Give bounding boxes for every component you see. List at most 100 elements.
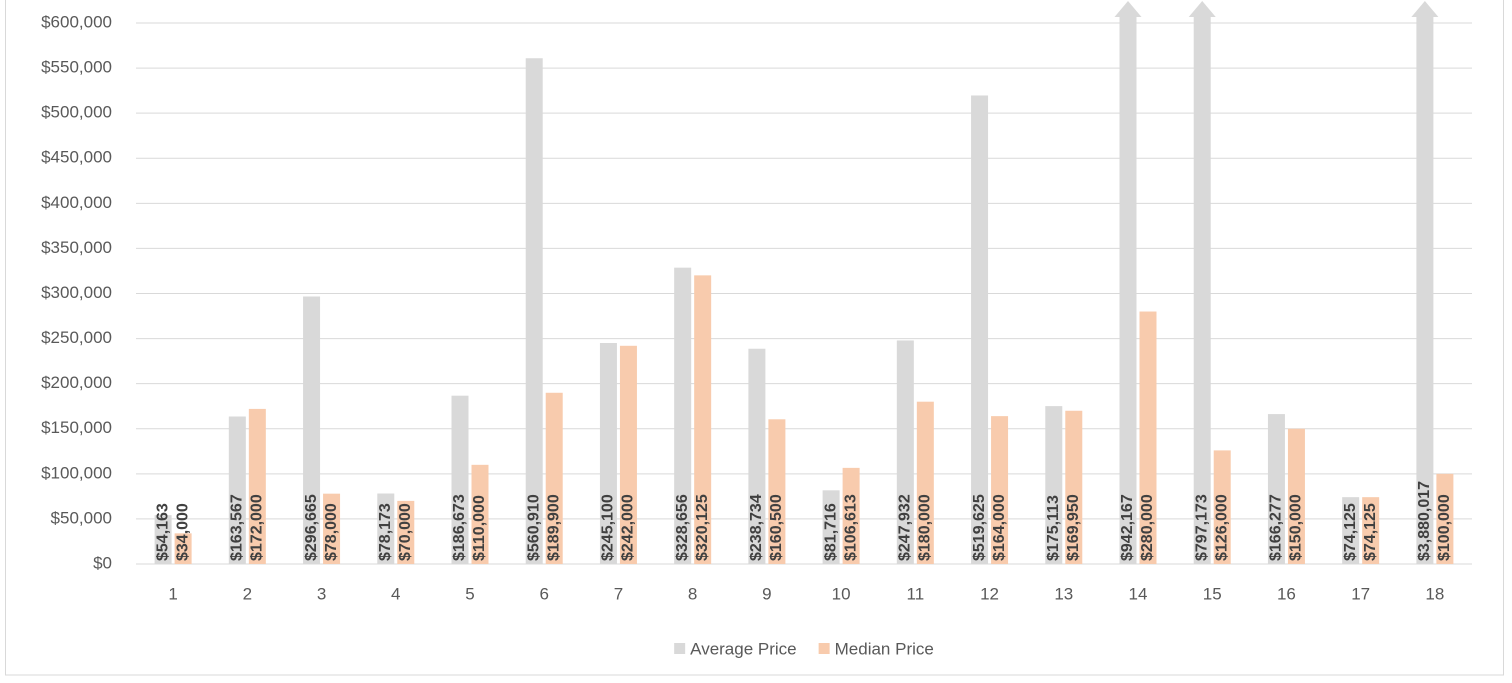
bar (619, 345, 637, 564)
y-tick-label: $150,000 (41, 418, 112, 437)
data-label: $242,000 (620, 494, 637, 561)
data-label: $74,125 (1362, 503, 1379, 561)
data-label: $797,173 (1193, 494, 1210, 561)
data-label: $238,734 (748, 494, 765, 561)
data-label: $160,500 (768, 494, 785, 561)
overflow-arrow (1188, 1, 1216, 23)
y-tick-label: $250,000 (41, 328, 112, 347)
bar (1267, 414, 1285, 564)
bar (842, 467, 860, 564)
data-label: $126,000 (1213, 494, 1230, 561)
bar (303, 296, 321, 564)
bar (471, 464, 489, 564)
x-tick-label: 1 (168, 584, 177, 603)
x-tick-label: 4 (391, 584, 400, 603)
grid (136, 22, 1472, 565)
bar (694, 275, 712, 564)
data-label: $280,000 (1139, 494, 1156, 561)
data-label: $186,673 (451, 494, 468, 561)
bar (323, 493, 341, 564)
bar (1287, 428, 1305, 564)
bar (174, 533, 192, 564)
x-tick-label: 7 (614, 584, 623, 603)
data-label: $166,277 (1268, 494, 1285, 561)
bar (599, 343, 617, 564)
legend-label: Average Price (690, 639, 796, 658)
bar (916, 401, 934, 564)
y-tick-label: $50,000 (51, 508, 112, 527)
data-label: $164,000 (991, 494, 1008, 561)
bar (991, 416, 1009, 564)
data-label: $942,167 (1119, 494, 1136, 561)
x-tick-label: 14 (1129, 584, 1148, 603)
chart-frame (5, 0, 1504, 676)
x-tick-label: 12 (980, 584, 999, 603)
data-label: $247,932 (897, 494, 914, 561)
bar (1362, 497, 1380, 564)
x-tick-label: 3 (317, 584, 326, 603)
bar (1119, 23, 1137, 564)
bars (154, 23, 1454, 564)
legend-swatch (818, 643, 830, 654)
y-tick-label: $200,000 (41, 373, 112, 392)
data-label: $169,950 (1065, 494, 1082, 561)
y-tick-label: $600,000 (41, 12, 112, 31)
data-label: $3,880,017 (1416, 481, 1433, 561)
x-tick-label: 10 (832, 584, 851, 603)
x-tick-label: 9 (762, 584, 771, 603)
y-tick-label: $100,000 (41, 463, 112, 482)
bar (525, 58, 543, 564)
data-label: $110,000 (471, 495, 488, 561)
bar (1045, 406, 1063, 564)
bar (1342, 497, 1360, 564)
x-tick-label: 5 (465, 584, 474, 603)
y-tick-label: $350,000 (41, 238, 112, 257)
bar (377, 493, 395, 564)
bar (822, 490, 840, 564)
legend-label: Median Price (835, 639, 934, 658)
y-tick-label: $300,000 (41, 283, 112, 302)
data-label: $78,000 (323, 503, 340, 561)
data-label: $172,000 (249, 494, 266, 561)
foreground: $0 $50,000 $100,000 $150,000 $200,000 $250,00… (41, 1, 1453, 658)
overflow-arrow (1411, 1, 1439, 23)
x-tick-label: 15 (1203, 584, 1222, 603)
data-label: $180,000 (917, 494, 934, 561)
y-tick-label: $500,000 (41, 103, 112, 122)
data-label: $81,716 (822, 503, 839, 561)
data-label: $54,163 (154, 503, 171, 561)
y-tick-label: $550,000 (41, 58, 112, 77)
y-tick-label: $450,000 (41, 148, 112, 167)
data-label: $106,613 (842, 494, 859, 561)
x-tick-label: 13 (1054, 584, 1073, 603)
x-tick-label: 18 (1425, 584, 1444, 603)
x-tick-label: 6 (539, 584, 548, 603)
data-label: $560,910 (525, 494, 542, 561)
data-label: $320,125 (694, 494, 711, 561)
data-label: $100,000 (1436, 494, 1453, 561)
y-tick-label: $0 (93, 553, 112, 572)
bar (248, 408, 266, 564)
bar (1193, 23, 1211, 564)
bar (748, 348, 766, 564)
bar (1436, 473, 1454, 564)
data-label: $519,625 (971, 494, 988, 561)
bar (971, 95, 989, 564)
bar (451, 395, 469, 564)
data-label: $189,900 (545, 494, 562, 561)
bar (228, 416, 246, 564)
bar (397, 500, 415, 564)
x-tick-label: 17 (1351, 584, 1370, 603)
data-label: $328,656 (674, 494, 691, 561)
data-label: $78,173 (377, 503, 394, 561)
bar (768, 419, 786, 564)
bar (674, 267, 692, 564)
x-tick-label: 8 (688, 584, 697, 603)
x-tick-label: 11 (907, 584, 925, 603)
bar (1139, 311, 1157, 564)
data-label: $296,665 (303, 494, 320, 561)
data-label: $70,000 (397, 503, 414, 561)
bar (545, 392, 563, 564)
bar (1416, 23, 1434, 564)
